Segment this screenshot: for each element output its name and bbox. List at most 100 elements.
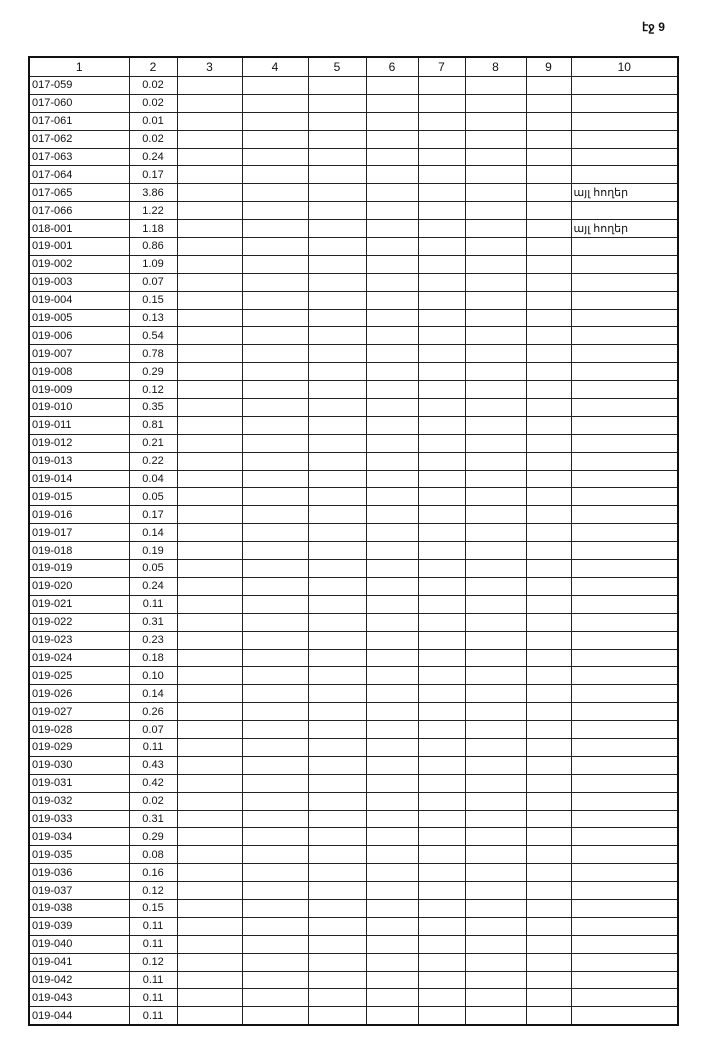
parcel-code-cell: 019-013 (28, 451, 130, 471)
area-cell: 0.05 (128, 487, 178, 507)
empty-cell-col-8 (464, 666, 527, 686)
empty-cell-col-8 (464, 129, 527, 149)
empty-cell-col-5 (307, 272, 367, 292)
land-parcel-table: 1 2 3 4 5 6 7 8 9 10 017-059 0.02 017-060 0.02 017-06… (28, 56, 679, 1027)
empty-cell-col-6 (365, 755, 419, 775)
empty-cell-col-4 (241, 487, 309, 507)
table-row: 019-019 0.05 (28, 559, 679, 578)
empty-cell-col-5 (307, 755, 367, 775)
parcel-code-cell: 017-066 (28, 201, 130, 221)
table-row: 017-061 0.01 (28, 111, 679, 131)
empty-cell-col-8 (464, 165, 527, 185)
empty-cell-col-6 (365, 362, 419, 382)
empty-cell-col-9 (525, 845, 572, 865)
empty-cell-col-6 (365, 576, 419, 596)
empty-cell-col-9 (525, 755, 572, 775)
empty-cell-col-9 (525, 988, 572, 1008)
column-header-7: 7 (417, 56, 466, 77)
table-row: 019-016 0.17 (28, 505, 679, 525)
area-cell: 0.01 (128, 111, 178, 131)
empty-cell-col-6 (365, 952, 419, 972)
empty-cell-col-8 (464, 1006, 527, 1026)
parcel-code-cell: 019-017 (28, 523, 130, 543)
area-cell: 0.17 (128, 505, 178, 525)
note-cell (570, 505, 679, 525)
note-cell: այլ հողեր (570, 183, 679, 203)
empty-cell-col-5 (307, 630, 367, 650)
note-cell (570, 863, 679, 883)
empty-cell-col-7 (417, 487, 466, 507)
note-cell (570, 201, 679, 221)
empty-cell-col-5 (307, 916, 367, 936)
empty-cell-col-7 (417, 415, 466, 435)
empty-cell-col-4 (241, 147, 309, 167)
parcel-code-cell: 019-006 (28, 326, 130, 346)
empty-cell-col-6 (365, 111, 419, 131)
empty-cell-col-6 (365, 612, 419, 632)
empty-cell-col-6 (365, 791, 419, 811)
empty-cell-col-5 (307, 308, 367, 328)
empty-cell-col-4 (241, 630, 309, 650)
parcel-code-cell: 019-037 (28, 881, 130, 900)
empty-cell-col-3 (176, 898, 243, 918)
column-header-3: 3 (176, 56, 243, 77)
empty-cell-col-8 (464, 952, 527, 972)
empty-cell-col-3 (176, 863, 243, 883)
empty-cell-col-7 (417, 809, 466, 829)
parcel-code-cell: 019-019 (28, 559, 130, 578)
parcel-code-cell: 017-062 (28, 129, 130, 149)
empty-cell-col-3 (176, 827, 243, 847)
empty-cell-col-6 (365, 970, 419, 990)
empty-cell-col-4 (241, 219, 309, 239)
table-row: 019-010 0.35 (28, 398, 679, 417)
table-row: 017-063 0.24 (28, 147, 679, 167)
empty-cell-col-3 (176, 576, 243, 596)
empty-cell-col-4 (241, 237, 309, 256)
empty-cell-col-9 (525, 702, 572, 722)
empty-cell-col-9 (525, 308, 572, 328)
note-cell (570, 469, 679, 489)
empty-cell-col-5 (307, 612, 367, 632)
empty-cell-col-3 (176, 433, 243, 453)
area-cell: 0.42 (128, 773, 178, 793)
empty-cell-col-8 (464, 755, 527, 775)
note-cell (570, 648, 679, 668)
empty-cell-col-3 (176, 666, 243, 686)
empty-cell-col-9 (525, 380, 572, 400)
table-row: 019-028 0.07 (28, 720, 679, 739)
area-cell: 0.43 (128, 755, 178, 775)
parcel-code-cell: 019-024 (28, 648, 130, 668)
table-row: 019-024 0.18 (28, 648, 679, 668)
area-cell: 0.17 (128, 165, 178, 185)
table-row: 019-021 0.11 (28, 594, 679, 614)
empty-cell-col-3 (176, 559, 243, 578)
empty-cell-col-8 (464, 559, 527, 578)
empty-cell-col-4 (241, 344, 309, 364)
note-cell (570, 773, 679, 793)
area-cell: 0.16 (128, 863, 178, 883)
empty-cell-col-7 (417, 630, 466, 650)
empty-cell-col-5 (307, 952, 367, 972)
empty-cell-col-6 (365, 415, 419, 435)
parcel-code-cell: 019-027 (28, 702, 130, 722)
note-cell: այլ հողեր (570, 219, 679, 239)
empty-cell-col-9 (525, 648, 572, 668)
empty-cell-col-5 (307, 344, 367, 364)
empty-cell-col-8 (464, 201, 527, 221)
empty-cell-col-5 (307, 648, 367, 668)
empty-cell-col-5 (307, 684, 367, 704)
empty-cell-col-7 (417, 666, 466, 686)
empty-cell-col-4 (241, 111, 309, 131)
area-cell: 0.31 (128, 809, 178, 829)
table-row: 019-015 0.05 (28, 487, 679, 507)
empty-cell-col-3 (176, 415, 243, 435)
empty-cell-col-5 (307, 791, 367, 811)
empty-cell-col-9 (525, 272, 572, 292)
note-cell (570, 881, 679, 900)
parcel-code-cell: 019-030 (28, 755, 130, 775)
empty-cell-col-3 (176, 773, 243, 793)
table-row: 019-004 0.15 (28, 290, 679, 310)
empty-cell-col-8 (464, 523, 527, 543)
empty-cell-col-5 (307, 666, 367, 686)
empty-cell-col-9 (525, 612, 572, 632)
